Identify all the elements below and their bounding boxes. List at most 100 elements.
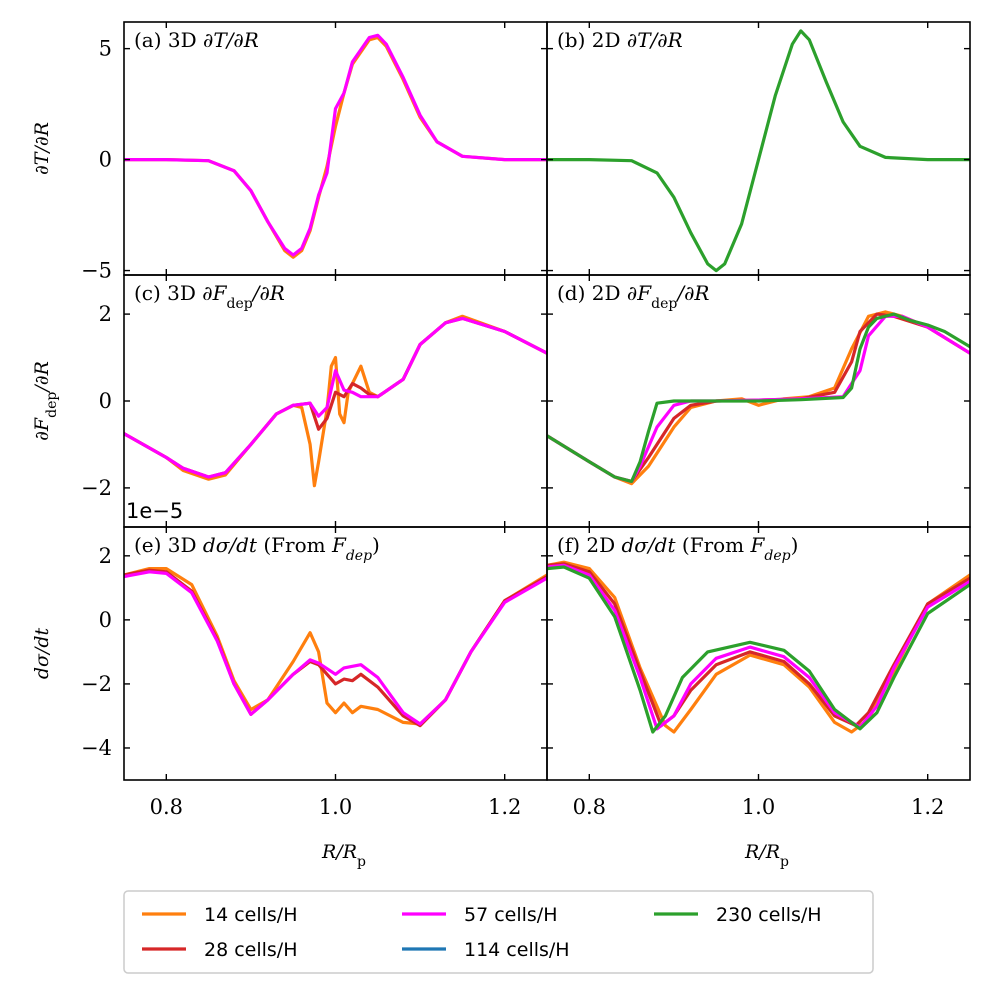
series-line-57-cells-h <box>124 570 547 726</box>
x-tick-label: 1.0 <box>742 795 775 819</box>
x-axis-label-main: R/R <box>744 841 780 863</box>
panel-title-fdep-sub: dep <box>764 548 790 564</box>
legend-label: 14 cells/H <box>204 904 298 926</box>
panel-b: (b) 2D ∂T/∂R <box>546 21 971 276</box>
y-tick-label: 0 <box>99 608 112 632</box>
panel-title: (a) 3D ∂T/∂R <box>134 28 259 52</box>
panel-title-math: ∂T/∂R <box>203 28 259 52</box>
y-tick-label: 0 <box>99 148 112 172</box>
panel-title: (c) 3D ∂Fdep/∂R <box>134 281 285 312</box>
panel-title-suffix: (From <box>257 533 332 557</box>
x-axis-label-main: R/R <box>321 841 357 863</box>
panel-title-math: ∂T/∂R <box>627 28 683 52</box>
series-group <box>124 567 547 728</box>
legend-label: 114 cells/H <box>464 939 570 961</box>
panel-title-prefix: (d) 2D <box>557 281 627 305</box>
panel-title-math: ∂F <box>202 281 227 305</box>
series-line-230-cells-h <box>547 312 970 483</box>
axes-frame <box>546 21 971 276</box>
series-line-14-cells-h <box>124 567 547 726</box>
legend-item: 114 cells/H <box>402 939 570 961</box>
panel-title-fdep-sub: dep <box>346 548 372 564</box>
series-line-57-cells-h <box>124 33 547 257</box>
series-line-14-cells-h <box>124 35 547 259</box>
y-axis-label: dσ/dt <box>31 627 53 679</box>
panel-title-prefix: (a) 3D <box>134 28 203 52</box>
y-axis-label-tail: /∂R <box>31 361 53 394</box>
panel-c: −202(c) 3D ∂Fdep/∂R∂Fdep/∂R <box>31 274 548 528</box>
y-axis-label-main: dσ/dt <box>31 627 53 679</box>
series-group <box>547 310 970 486</box>
panel-title-close: ) <box>791 533 799 557</box>
x-tick-label: 0.8 <box>150 795 183 819</box>
panel-title: (d) 2D ∂Fdep/∂R <box>557 281 709 312</box>
panel-title-close: ) <box>372 533 380 557</box>
legend-item: 28 cells/H <box>142 939 298 961</box>
series-group <box>547 560 970 734</box>
series-group <box>124 314 547 488</box>
y-axis-label-main: ∂F <box>31 417 53 441</box>
y-tick-label: 2 <box>99 302 112 326</box>
panel-e: 0.8 1.0 1.2−4−202 (e) 3D dσ/dt (From Fdep)d… <box>31 526 548 819</box>
series-line-57-cells-h <box>547 563 970 731</box>
panels: −505 (a) 3D ∂T/∂R∂T/∂R(b) 2D ∂T/∂R−202(c)… <box>31 21 971 819</box>
legend-label: 230 cells/H <box>716 904 822 926</box>
legend-frame <box>123 890 874 974</box>
panel-d: (d) 2D ∂Fdep/∂R <box>546 274 971 528</box>
y-tick-label: 0 <box>99 389 112 413</box>
legend-label: 57 cells/H <box>464 904 558 926</box>
x-axis-label-left: R/Rp <box>321 841 366 870</box>
panel-f: 0.8 1.0 1.2 (f) 2D dσ/dt (From Fdep) <box>546 526 971 819</box>
series-group <box>547 29 970 273</box>
panel-title: (e) 3D dσ/dt (From Fdep) <box>134 533 380 564</box>
panel-title-math: dσ/dt <box>621 533 676 557</box>
legend-item: 14 cells/H <box>142 904 298 926</box>
x-tick-label: 1.2 <box>488 795 521 819</box>
y-axis-label: ∂Fdep/∂R <box>31 361 60 441</box>
series-line-28-cells-h <box>547 562 970 728</box>
y-axis-label: ∂T/∂R <box>31 122 53 175</box>
legend-items: 14 cells/H 28 cells/H 57 cells/H 114 cells/… <box>142 904 822 961</box>
x-tick-label: 1.2 <box>911 795 944 819</box>
axes-frame <box>123 21 548 276</box>
panel-title-math: dσ/dt <box>203 533 258 557</box>
panel-title-prefix: (c) 3D <box>134 281 202 305</box>
legend-item: 57 cells/H <box>402 904 558 926</box>
offset-text: 1e−5 <box>126 499 183 523</box>
y-axis-label-main: ∂T/∂R <box>31 122 53 175</box>
panel-title: (b) 2D ∂T/∂R <box>557 28 683 52</box>
series-line-57-cells-h <box>547 314 970 483</box>
x-axis-label-sub: p <box>357 854 366 870</box>
series-line-28-cells-h <box>124 568 547 728</box>
series-line-57-cells-h <box>124 316 547 479</box>
legend-item: 230 cells/H <box>654 904 822 926</box>
y-tick-label: −4 <box>81 736 112 760</box>
legend: 14 cells/H 28 cells/H 57 cells/H 114 cells/… <box>123 890 874 974</box>
panel-title-fdep: F <box>331 533 347 557</box>
series-line-14-cells-h <box>124 314 547 488</box>
series-line-230-cells-h <box>547 29 970 273</box>
series-line-28-cells-h <box>547 312 970 483</box>
y-tick-label: −2 <box>81 476 112 500</box>
axes-frame <box>123 274 548 528</box>
panel-title: (f) 2D dσ/dt (From Fdep) <box>557 533 798 564</box>
series-line-14-cells-h <box>547 310 970 486</box>
panel-title-sub: dep <box>651 296 677 312</box>
x-tick-label: 1.0 <box>319 795 352 819</box>
panel-title-prefix: (b) 2D <box>557 28 627 52</box>
panel-title-sub: dep <box>227 296 253 312</box>
axes-frame <box>123 526 548 781</box>
x-tick-label: 0.8 <box>573 795 606 819</box>
panel-title-prefix: (f) 2D <box>557 533 621 557</box>
y-tick-label: −2 <box>81 672 112 696</box>
x-axis-label-right: R/Rp <box>744 841 789 870</box>
y-tick-label: 5 <box>99 37 112 61</box>
y-tick-label: −5 <box>81 259 112 283</box>
panel-a: −505 (a) 3D ∂T/∂R∂T/∂R <box>31 21 548 283</box>
panel-title-math-tail: /∂R <box>251 281 285 305</box>
series-line-230-cells-h <box>547 565 970 734</box>
panel-title-suffix: (From <box>676 533 751 557</box>
legend-label: 28 cells/H <box>204 939 298 961</box>
y-axis-label-sub: dep <box>44 392 60 418</box>
